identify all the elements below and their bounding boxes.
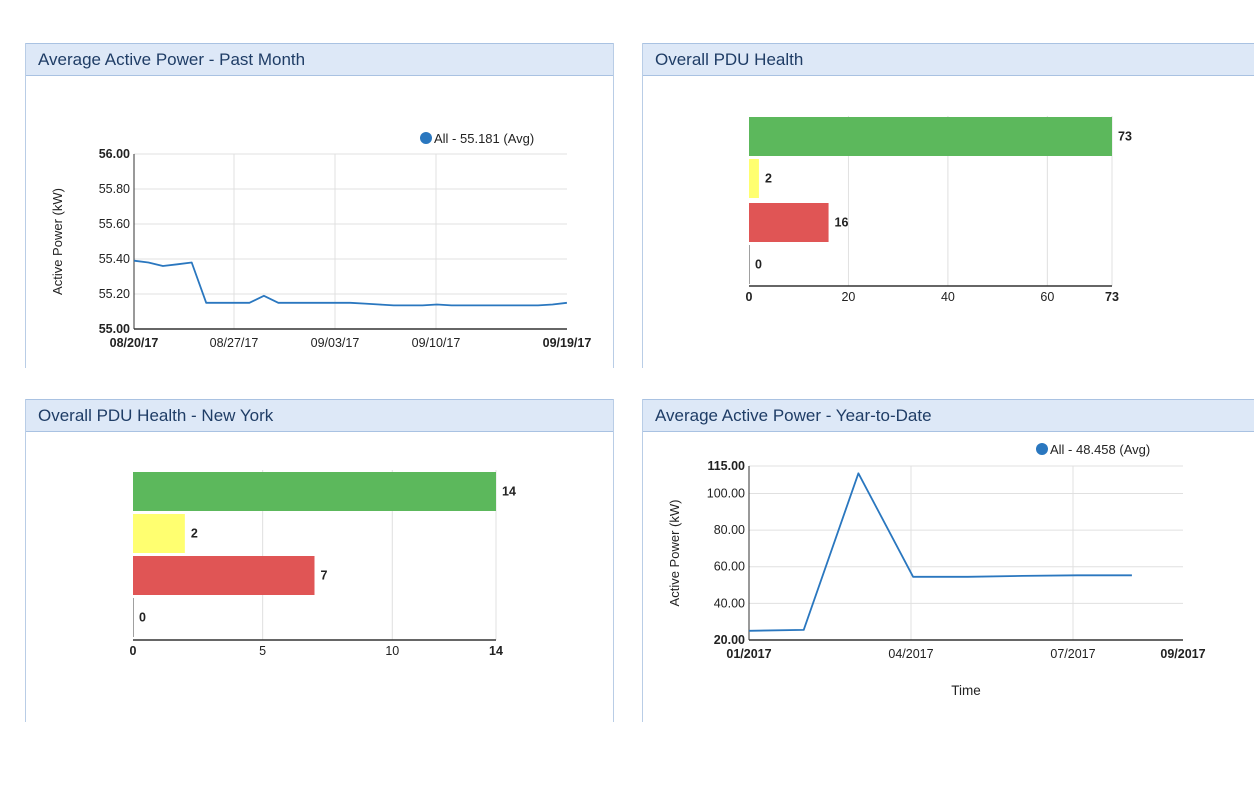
series-line-all bbox=[748, 472, 1132, 632]
panel-pdu-health: Overall PDU Health 73 2 16 0 0 20 40 60 73 bbox=[642, 43, 1254, 368]
y-tick-label: 115.00 bbox=[707, 459, 745, 473]
legend-label: All - 55.181 (Avg) bbox=[434, 131, 534, 146]
x-tick-label: 08/20/17 bbox=[110, 336, 159, 350]
x-tick-label: 09/10/17 bbox=[412, 336, 461, 350]
line-chart-month: 55.00 55.20 55.40 55.60 55.80 56.00 08/20/17 08… bbox=[50, 131, 592, 350]
y-tick-label: 56.00 bbox=[99, 147, 130, 161]
bar bbox=[133, 514, 185, 553]
panel-title: Overall PDU Health bbox=[643, 43, 1254, 76]
panel-title: Average Active Power - Year-to-Date bbox=[643, 399, 1254, 432]
y-tick-label: 60.00 bbox=[714, 560, 745, 574]
data-label: 0 bbox=[755, 258, 762, 272]
bar bbox=[749, 159, 759, 198]
x-tick-label: 60 bbox=[1040, 290, 1054, 304]
x-tick-label: 09/03/17 bbox=[311, 336, 360, 350]
legend-label: All - 48.458 (Avg) bbox=[1050, 442, 1150, 457]
y-tick-label: 55.20 bbox=[99, 287, 130, 301]
series-line-all bbox=[133, 259, 568, 307]
bar bbox=[133, 472, 496, 511]
x-tick-label: 73 bbox=[1105, 290, 1119, 304]
x-tick-label: 20 bbox=[841, 290, 855, 304]
x-tick-label: 5 bbox=[259, 644, 266, 658]
bar-chart-pdu-health-new-york: 14 2 7 0 0 5 10 14 bbox=[130, 470, 516, 658]
x-tick-label: 09/2017 bbox=[1160, 647, 1205, 661]
x-tick-label: 01/2017 bbox=[726, 647, 771, 661]
y-tick-label: 100.00 bbox=[707, 486, 745, 500]
bar bbox=[749, 203, 829, 242]
data-label: 16 bbox=[835, 216, 849, 230]
y-tick-label: 80.00 bbox=[714, 523, 745, 537]
panel-title: Overall PDU Health - New York bbox=[26, 399, 613, 432]
bar-chart-pdu-health: 73 2 16 0 0 20 40 60 73 bbox=[746, 116, 1132, 304]
data-label: 2 bbox=[191, 527, 198, 541]
y-axis-title: Active Power (kW) bbox=[50, 188, 65, 295]
x-tick-label: 07/2017 bbox=[1050, 647, 1095, 661]
x-tick-label: 0 bbox=[746, 290, 753, 304]
bar bbox=[133, 556, 315, 595]
data-label: 7 bbox=[321, 569, 328, 583]
y-tick-label: 55.40 bbox=[99, 252, 130, 266]
x-tick-label: 09/19/17 bbox=[543, 336, 592, 350]
bar bbox=[749, 117, 1112, 156]
data-label: 2 bbox=[765, 172, 772, 186]
data-label: 73 bbox=[1118, 130, 1132, 144]
x-tick-label: 40 bbox=[941, 290, 955, 304]
panel-active-power-ytd: Average Active Power - Year-to-Date 20.0… bbox=[642, 399, 1254, 722]
x-tick-label: 14 bbox=[489, 644, 503, 658]
y-axis-title: Active Power (kW) bbox=[667, 500, 682, 607]
y-tick-label: 55.00 bbox=[99, 322, 130, 336]
data-label: 14 bbox=[502, 485, 516, 499]
line-chart-ytd: 20.00 40.00 60.00 80.00 100.00 115.00 01/2017 0… bbox=[667, 442, 1206, 698]
y-tick-label: 20.00 bbox=[714, 633, 745, 647]
legend-marker bbox=[1036, 443, 1048, 455]
panel-active-power-month: Average Active Power - Past Month 55.00 5… bbox=[25, 43, 614, 368]
x-axis-title: Time bbox=[951, 683, 981, 698]
y-tick-label: 55.80 bbox=[99, 182, 130, 196]
x-tick-label: 10 bbox=[385, 644, 399, 658]
x-tick-label: 0 bbox=[130, 644, 137, 658]
x-tick-label: 08/27/17 bbox=[210, 336, 259, 350]
y-tick-label: 55.60 bbox=[99, 217, 130, 231]
data-label: 0 bbox=[139, 611, 146, 625]
legend-marker bbox=[420, 132, 432, 144]
x-tick-label: 04/2017 bbox=[888, 647, 933, 661]
panel-title: Average Active Power - Past Month bbox=[26, 43, 613, 76]
panel-pdu-health-new-york: Overall PDU Health - New York 14 2 7 0 0 5 10 1… bbox=[25, 399, 614, 722]
y-tick-label: 40.00 bbox=[714, 596, 745, 610]
